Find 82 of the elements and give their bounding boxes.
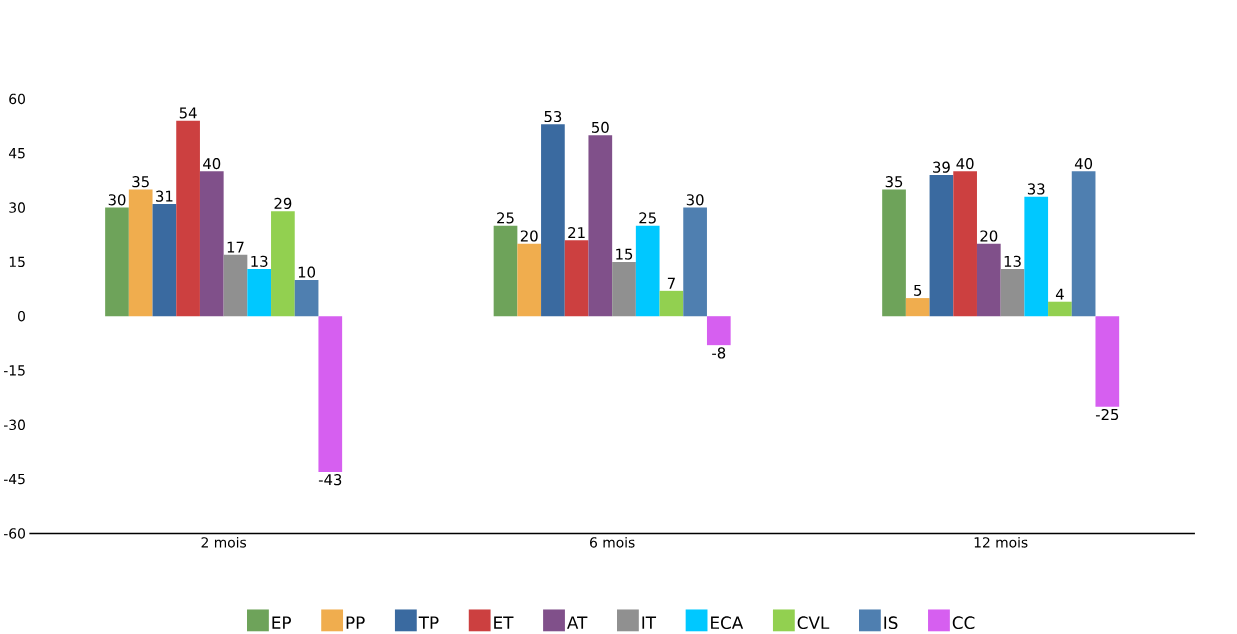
- bar: [517, 243, 542, 317]
- bar: [105, 207, 129, 317]
- legend-label: TP: [418, 616, 439, 629]
- data-label: 25: [497, 212, 514, 224]
- y-tick-label: -45: [3, 473, 25, 485]
- x-tick-label: 12 mois: [974, 536, 1028, 548]
- y-tick-label: 45: [8, 147, 25, 159]
- bar: [493, 225, 518, 317]
- bar: [706, 316, 731, 346]
- bar: [223, 254, 248, 317]
- data-label: 40: [1074, 157, 1093, 170]
- bar: [199, 171, 224, 317]
- data-label: 39: [933, 161, 950, 173]
- data-label: 50: [592, 121, 609, 133]
- bar: [588, 135, 613, 317]
- bar: [1071, 171, 1096, 317]
- legend-label: IS: [884, 616, 898, 629]
- data-label: 53: [544, 110, 562, 122]
- data-label: 4: [1055, 288, 1064, 300]
- data-label: 40: [956, 157, 974, 170]
- bar: [882, 189, 906, 317]
- legend-label: IT: [642, 616, 657, 629]
- data-label: 21: [568, 226, 585, 238]
- bar: [929, 174, 954, 317]
- bar: [318, 316, 343, 472]
- legend-label: CC: [952, 616, 975, 629]
- data-label: 30: [686, 194, 704, 206]
- bar: [976, 243, 1001, 317]
- bar: [635, 225, 660, 317]
- data-label: 35: [132, 175, 149, 188]
- bar: [1048, 301, 1072, 317]
- data-label: 25: [639, 212, 656, 224]
- bar: [612, 261, 636, 317]
- bar: [271, 211, 295, 317]
- legend-label: PP: [346, 616, 365, 629]
- bar: [152, 203, 177, 317]
- bar: [1095, 316, 1120, 407]
- data-label: 13: [251, 255, 268, 267]
- data-label: 13: [1004, 255, 1021, 267]
- bar: [128, 189, 153, 317]
- data-label: 20: [520, 230, 538, 242]
- data-label: 35: [885, 175, 903, 188]
- bar: [905, 297, 930, 317]
- bar: [541, 124, 565, 317]
- data-label: 30: [108, 194, 126, 206]
- data-label: 17: [227, 241, 244, 253]
- data-label: -25: [1095, 408, 1119, 420]
- y-tick-label: 60: [9, 93, 25, 105]
- legend-label: AT: [567, 616, 588, 629]
- y-tick-label: -30: [3, 419, 25, 430]
- bar: [659, 290, 684, 317]
- legend-label: ECA: [711, 616, 744, 629]
- bar: [176, 120, 200, 317]
- data-label: 31: [156, 190, 173, 202]
- bar: [294, 279, 319, 317]
- data-label: 33: [1027, 183, 1045, 195]
- data-label: -43: [318, 473, 342, 486]
- data-label: 10: [298, 266, 316, 278]
- y-tick-label: -60: [3, 528, 25, 539]
- data-label: 5: [914, 284, 922, 296]
- bar: [1024, 196, 1049, 317]
- bar: [247, 268, 272, 317]
- y-tick-label: 0: [18, 310, 25, 322]
- legend-label: CVL: [797, 616, 830, 629]
- x-tick-label: 2 mois: [201, 536, 247, 548]
- bar: [953, 171, 977, 317]
- x-tick-label: 6 mois: [590, 536, 635, 548]
- y-tick-label: 30: [9, 202, 25, 213]
- bar: [1000, 268, 1025, 317]
- data-label: 29: [274, 197, 292, 209]
- data-label: 40: [203, 157, 221, 170]
- data-label: 20: [980, 230, 998, 242]
- legend-label: EP: [272, 616, 292, 629]
- bar: [683, 207, 707, 317]
- data-label: 7: [667, 277, 675, 289]
- data-label: 15: [616, 248, 633, 260]
- data-label: 54: [179, 107, 197, 119]
- data-label: -8: [712, 347, 726, 359]
- y-tick-label: 15: [9, 256, 25, 267]
- bar: [564, 240, 589, 317]
- y-tick-label: -15: [3, 365, 25, 376]
- legend-label: ET: [494, 616, 514, 629]
